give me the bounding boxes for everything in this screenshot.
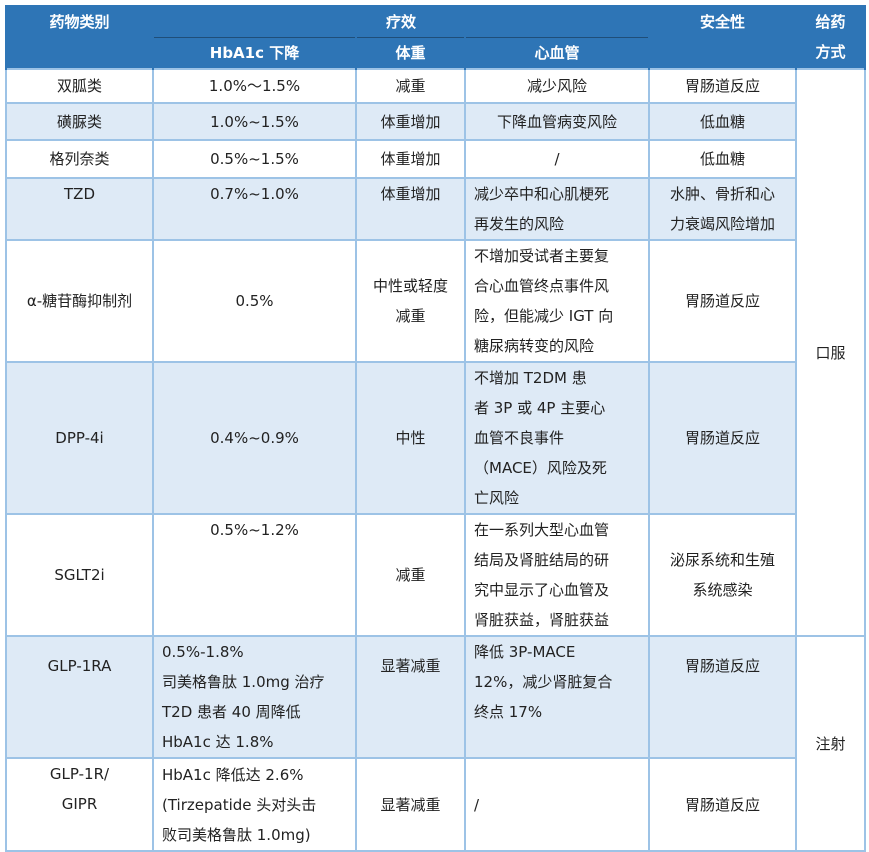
cell-weight: 减重 (355, 68, 466, 104)
cell-drug: GLP-1RA (5, 635, 154, 759)
cell-safety: 水肿、骨折和心 力衰竭风险增加 (648, 177, 798, 241)
cell-safety: 低血糖 (648, 139, 798, 179)
header-cv: 心血管 (464, 37, 651, 70)
cell-safety: 胃肠道反应 (648, 68, 798, 104)
cell-drug: 双胍类 (5, 68, 154, 104)
cell-weight: 体重增加 (355, 177, 466, 241)
cell-drug: GLP-1R/ GIPR (5, 757, 154, 852)
cell-drug: α-糖苷酶抑制剂 (5, 239, 154, 363)
cell-cv: 在一系列大型心血管 结局及肾脏结局的研 究中显示了心血管及 肾脏获益，肾脏获益 (463, 513, 651, 637)
header-weight: 体重 (355, 37, 466, 70)
cell-cv: / (463, 139, 651, 179)
cell-hba1c: HbA1c 降低达 2.6% (Tirzepatide 头对头击 败司美格鲁肽 … (152, 757, 357, 852)
cell-cv: 不增加受试者主要复 合心血管终点事件风 险，但能减少 IGT 向 糖尿病转变的风… (463, 239, 651, 363)
cell-safety: 泌尿系统和生殖 系统感染 (648, 513, 798, 637)
header-efficacy: 疗效 (151, 5, 651, 38)
cell-cv: 减少卒中和心肌梗死 再发生的风险 (463, 177, 651, 241)
header-safety: 安全性 (648, 5, 798, 70)
cell-cv: 下降血管病变风险 (463, 102, 651, 141)
cell-safety: 胃肠道反应 (648, 757, 798, 852)
cell-drug: 磺脲类 (5, 102, 154, 141)
cell-cv: 减少风险 (463, 68, 651, 104)
cell-safety: 胃肠道反应 (648, 635, 798, 759)
table-row: GLP-1R/ GIPR HbA1c 降低达 2.6% (Tirzepatide… (5, 757, 865, 852)
cell-cv: / (463, 757, 651, 852)
cell-weight: 中性 (355, 361, 466, 515)
cell-hba1c: 0.5%~1.2% (152, 513, 357, 637)
cell-weight: 显著减重 (355, 635, 466, 759)
cell-hba1c: 0.7%~1.0% (152, 177, 357, 241)
table-row: α-糖苷酶抑制剂 0.5% 中性或轻度 减重 不增加受试者主要复 合心血管终点事… (5, 239, 865, 363)
cell-weight: 体重增加 (355, 139, 466, 179)
cell-hba1c: 0.5%~1.5% (152, 139, 357, 179)
cell-safety: 胃肠道反应 (648, 361, 798, 515)
cell-weight: 显著减重 (355, 757, 466, 852)
cell-weight: 减重 (355, 513, 466, 637)
cell-safety: 低血糖 (648, 102, 798, 141)
header-drug-class: 药物类别 (5, 5, 154, 70)
cell-route-injection: 注射 (795, 635, 867, 852)
cell-weight: 体重增加 (355, 102, 466, 141)
table-row: 磺脲类 1.0%~1.5% 体重增加 下降血管病变风险 低血糖 (5, 102, 865, 141)
table-row: GLP-1RA 0.5%-1.8% 司美格鲁肽 1.0mg 治疗 T2D 患者 … (5, 635, 867, 852)
table-row: DPP-4i 0.4%~0.9% 中性 不增加 T2DM 患 者 3P 或 4P… (5, 361, 865, 515)
header-route: 给药 方式 (795, 5, 867, 70)
table-row: SGLT2i 0.5%~1.2% 减重 在一系列大型心血管 结局及肾脏结局的研 … (5, 513, 865, 637)
table-row: 格列奈类 0.5%~1.5% 体重增加 / 低血糖 (5, 139, 865, 179)
cell-drug: TZD (5, 177, 154, 241)
cell-drug: 格列奈类 (5, 139, 154, 179)
cell-hba1c: 1.0%～1.5% (152, 68, 357, 104)
table-row: TZD 0.7%~1.0% 体重增加 减少卒中和心肌梗死 再发生的风险 水肿、骨… (5, 177, 865, 241)
drug-comparison-table: 药物类别 疗效 安全性 给药 方式 HbA1c 下降 体重 心血管 双胍类 1.… (5, 5, 867, 852)
header-hba1c: HbA1c 下降 (152, 37, 357, 70)
cell-safety: 胃肠道反应 (648, 239, 798, 363)
cell-cv: 降低 3P-MACE 12%，减少肾脏复合 终点 17% (463, 635, 651, 759)
cell-hba1c: 0.5% (152, 239, 357, 363)
cell-hba1c: 0.4%~0.9% (152, 361, 357, 515)
cell-route-oral: 口服 (795, 68, 867, 637)
cell-drug: SGLT2i (5, 513, 154, 637)
cell-drug: DPP-4i (5, 361, 154, 515)
cell-weight: 中性或轻度 减重 (355, 239, 466, 363)
cell-hba1c: 0.5%-1.8% 司美格鲁肽 1.0mg 治疗 T2D 患者 40 周降低 H… (152, 635, 357, 759)
table-row: 双胍类 1.0%～1.5% 减重 减少风险 胃肠道反应 口服 (5, 68, 867, 637)
cell-hba1c: 1.0%~1.5% (152, 102, 357, 141)
cell-cv: 不增加 T2DM 患 者 3P 或 4P 主要心 血管不良事件 （MACE）风险… (463, 361, 651, 515)
